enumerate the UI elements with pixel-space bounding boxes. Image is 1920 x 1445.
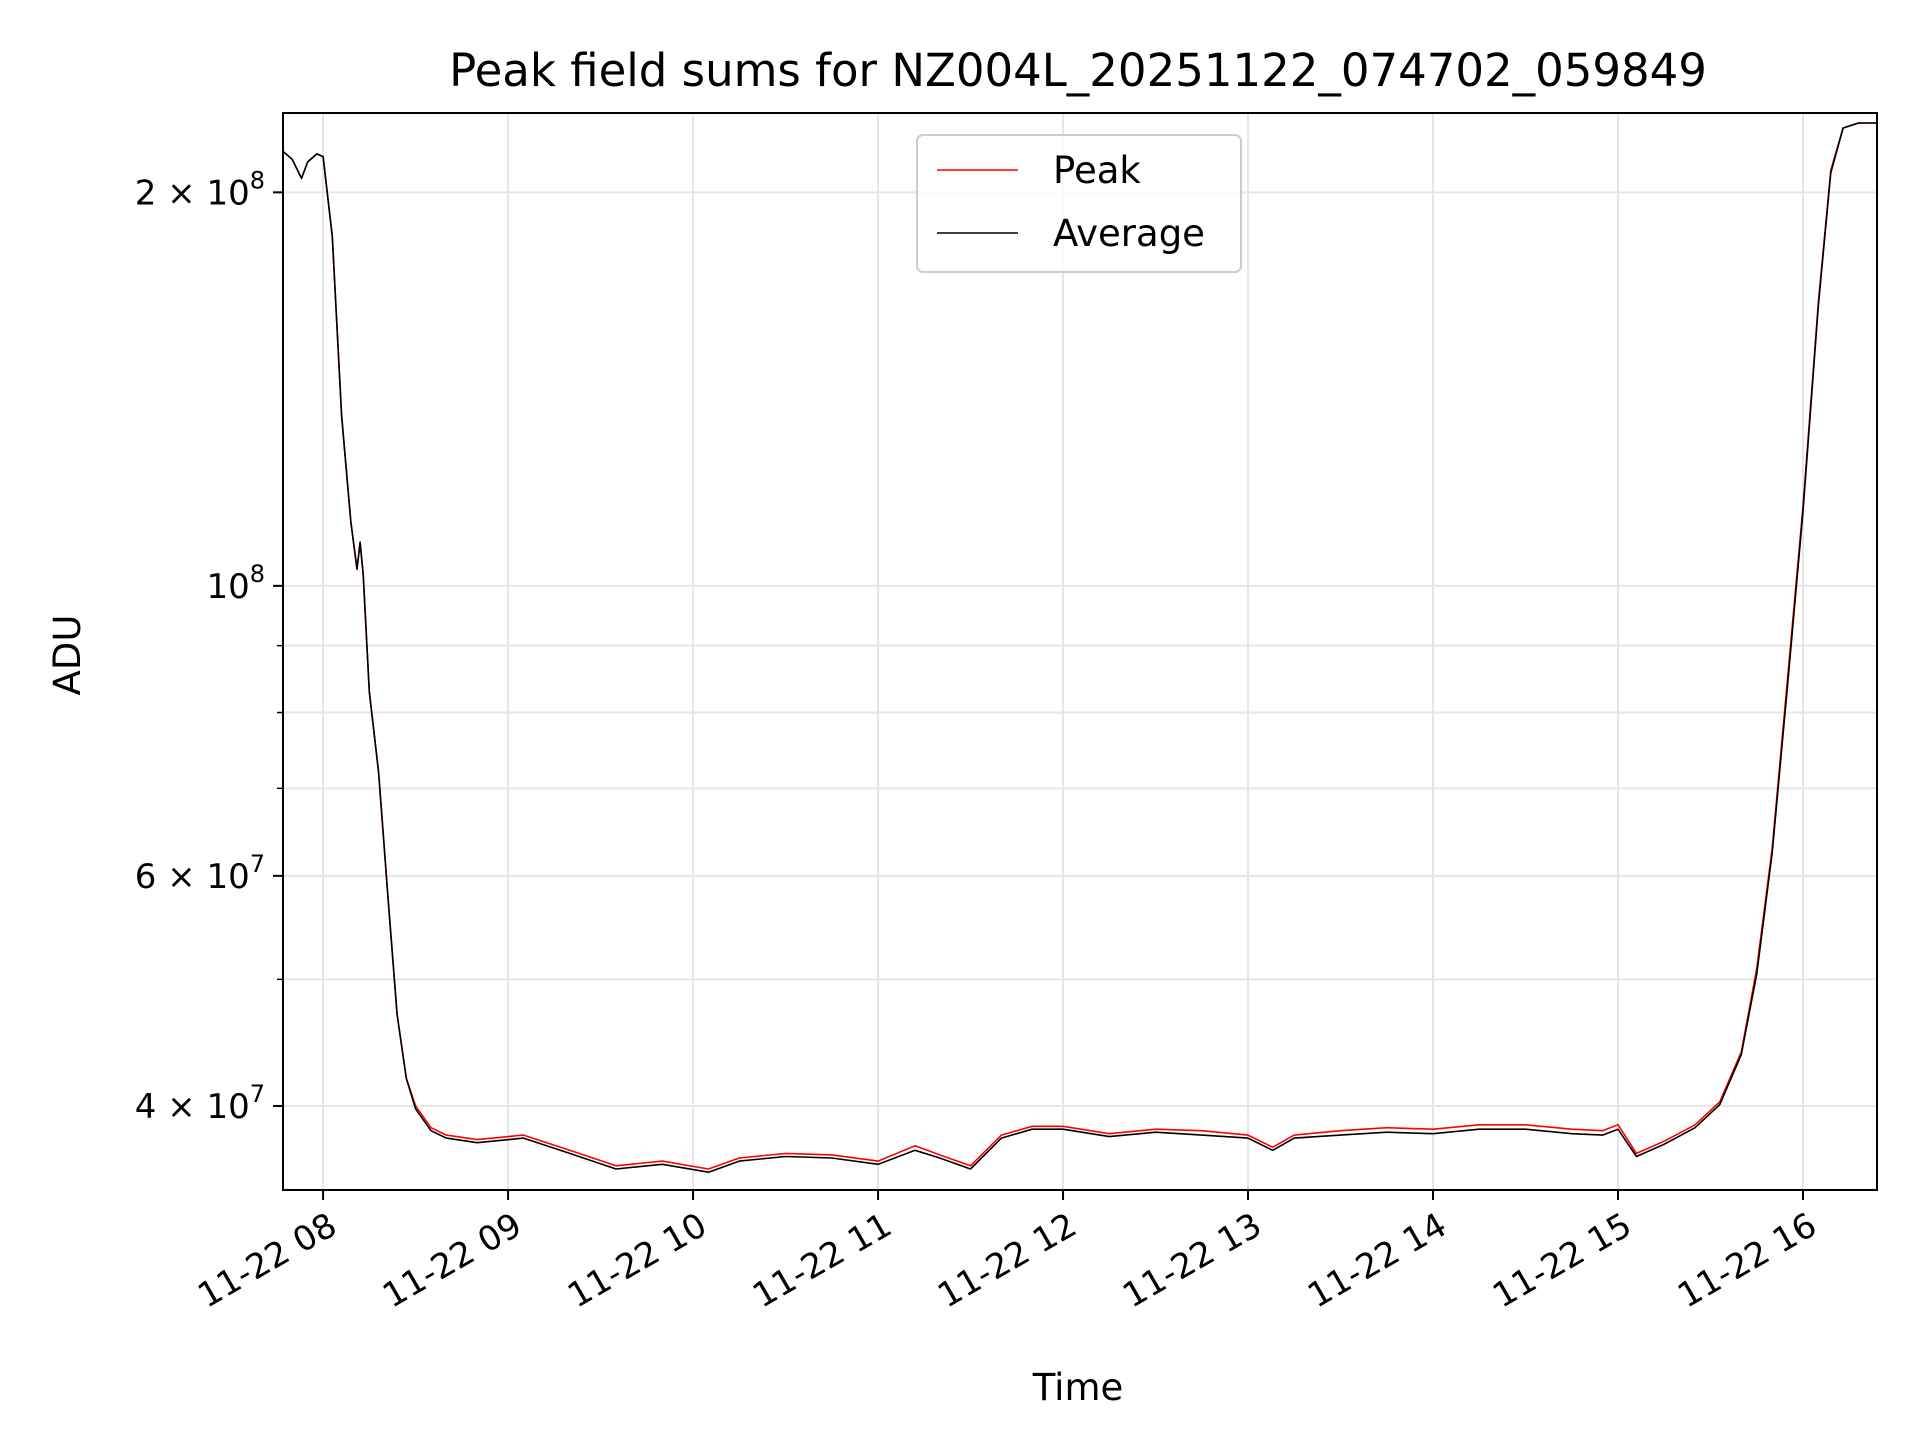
series-layer: [283, 122, 1877, 1173]
x-tick-label: 11-22 08: [191, 1205, 343, 1316]
legend-label-peak: Peak: [1053, 149, 1141, 192]
x-tick-label: 11-22 13: [1116, 1205, 1268, 1316]
x-tick-label: 11-22 15: [1486, 1205, 1638, 1316]
x-tick-label: 11-22 12: [931, 1205, 1083, 1316]
y-tick-label: 108: [206, 560, 265, 607]
x-tick-label: 11-22 11: [746, 1205, 898, 1316]
legend: Peak Average: [916, 134, 1242, 273]
legend-label-average: Average: [1053, 212, 1205, 255]
x-tick-label: 11-22 10: [561, 1205, 713, 1316]
x-tick-label: 11-22 14: [1301, 1205, 1453, 1316]
y-tick-label: 2 × 108: [135, 166, 265, 213]
tick-layer: 11-22 08 11-22 09 11-22 10 11-22 11 11-22 12…: [135, 166, 1824, 1316]
y-axis-label: ADU: [46, 615, 89, 696]
x-tick-label: 11-22 16: [1671, 1205, 1823, 1316]
series-line-average: [283, 122, 1877, 1173]
x-tick-label: 11-22 09: [376, 1205, 528, 1316]
chart-title: Peak field sums for NZ004L_20251122_0747…: [449, 44, 1707, 97]
grid-layer: [283, 113, 1877, 1190]
y-tick-label: 4 × 107: [135, 1080, 265, 1127]
plot-frame: [282, 112, 1878, 1191]
x-axis-label: Time: [1032, 1366, 1124, 1409]
y-tick-label: 6 × 107: [135, 850, 265, 897]
